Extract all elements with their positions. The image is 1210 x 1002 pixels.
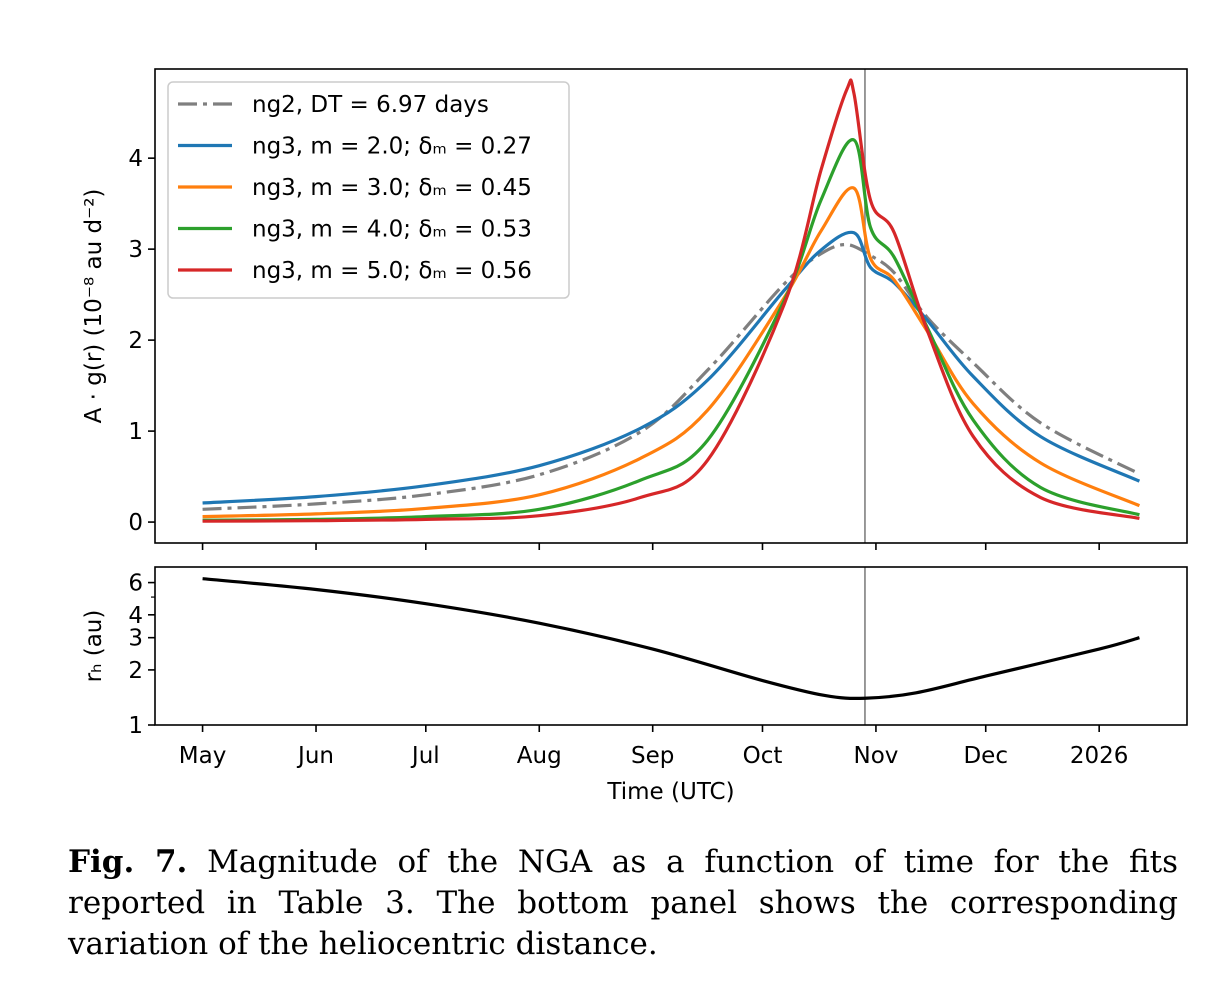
x-tick-label: Oct	[743, 743, 783, 769]
series-line-3	[202, 138, 1140, 522]
legend-label: ng2, DT = 6.97 days	[252, 92, 489, 118]
axes-frame	[154, 68, 1188, 544]
y-tick-label: 3	[128, 626, 143, 652]
bottom-panel: 1 2 34 6 May Jun Jul Aug Sep Oct Nov Dec 2026	[128, 566, 1188, 769]
y-tick-label: 2	[128, 328, 143, 354]
series-line-0	[202, 577, 1140, 701]
y-tick-label: 6	[128, 571, 143, 597]
x-tick-label: Aug	[517, 743, 562, 769]
y-tick-label: 4	[128, 603, 143, 629]
x-tick-label: 2026	[1070, 743, 1129, 769]
y-tick-label: 1	[128, 713, 143, 739]
series-line-2	[202, 186, 1141, 519]
legend-label: ng3, m = 2.0; δₘ = 0.27	[252, 134, 532, 160]
legend-box	[167, 81, 570, 299]
x-tick-label: Sep	[631, 743, 674, 769]
y-tick-label: 0	[128, 510, 143, 536]
y-tick-label: 1	[128, 419, 143, 445]
top-panel: 0 1 2 3 4 ng2, DT = 6.97 days ng3, m = 2.0; δₘ…	[128, 68, 1188, 550]
x-tick-label: Jul	[410, 743, 440, 769]
axes-frame	[154, 566, 1188, 726]
x-axis-label: Time (UTC)	[606, 779, 734, 805]
top-y-axis-label: A · g(r) (10⁻⁸ au d⁻²)	[81, 189, 107, 424]
legend: ng2, DT = 6.97 days ng3, m = 2.0; δₘ = 0.…	[167, 81, 570, 299]
series-line-4	[202, 78, 1140, 523]
y-tick-label: 4	[128, 146, 143, 172]
legend-item: ng3, m = 5.0; δₘ = 0.56	[178, 258, 532, 284]
y-tick-label: 3	[128, 237, 143, 263]
legend-item: ng3, m = 4.0; δₘ = 0.53	[178, 217, 532, 243]
legend-label: ng3, m = 4.0; δₘ = 0.53	[252, 217, 532, 243]
series-line-1	[202, 230, 1141, 505]
legend-item: ng3, m = 2.0; δₘ = 0.27	[178, 134, 532, 160]
x-tick-label: Dec	[963, 743, 1008, 769]
x-tick-label: Jun	[296, 743, 334, 769]
legend-item: ng3, m = 3.0; δₘ = 0.45	[178, 175, 532, 201]
legend-label: ng3, m = 3.0; δₘ = 0.45	[252, 175, 532, 201]
legend-label: ng3, m = 5.0; δₘ = 0.56	[252, 258, 532, 284]
bottom-y-axis-label: rₕ (au)	[81, 610, 107, 683]
caption-label: Fig. 7.	[68, 844, 188, 880]
y-tick-label: 2	[128, 658, 143, 684]
figure-caption: Fig. 7. Magnitude of the NGA as a functi…	[68, 842, 1178, 965]
x-tick-label: Nov	[853, 743, 898, 769]
legend-item: ng2, DT = 6.97 days	[178, 92, 489, 118]
caption-text: Magnitude of the NGA as a function of ti…	[68, 844, 1178, 962]
x-tick-label: May	[179, 743, 227, 769]
